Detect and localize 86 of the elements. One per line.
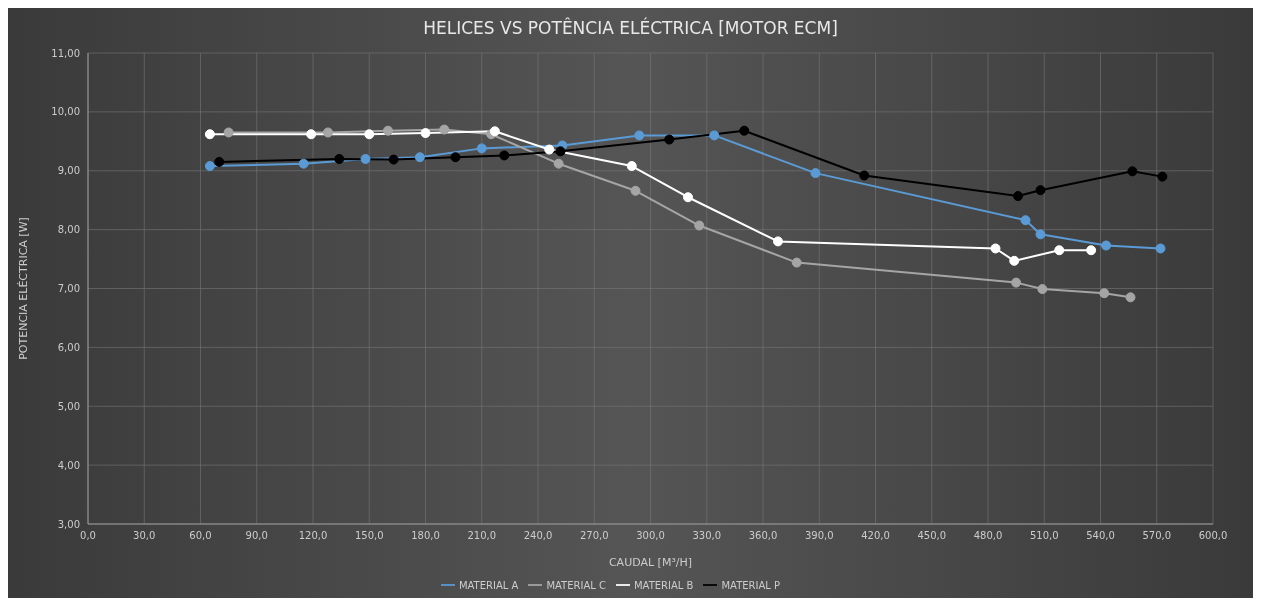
y-tick-label: 3,00 xyxy=(57,518,80,530)
point xyxy=(1054,245,1065,256)
point xyxy=(1086,245,1097,256)
x-tick-label: 450,0 xyxy=(917,530,947,542)
point xyxy=(364,129,375,140)
x-tick-label: 240,0 xyxy=(523,530,553,542)
x-tick-label: 510,0 xyxy=(1029,530,1059,542)
point xyxy=(1127,166,1138,177)
point xyxy=(1101,240,1112,251)
legend-label: MATERIAL A xyxy=(458,580,519,591)
legend-label: MATERIAL P xyxy=(721,580,781,591)
legend-label: MATERIAL C xyxy=(546,580,606,591)
point xyxy=(709,130,720,141)
point xyxy=(414,152,425,163)
y-tick-label: 8,00 xyxy=(57,224,80,236)
y-axis-title: POTENCIA ELÉCTRICA [W] xyxy=(16,217,30,360)
point xyxy=(1099,288,1110,299)
point xyxy=(1020,215,1031,226)
point xyxy=(859,170,870,181)
point xyxy=(323,127,333,138)
x-tick-label: 300,0 xyxy=(636,530,665,542)
point xyxy=(664,134,675,145)
x-tick-label: 480,0 xyxy=(973,530,1003,542)
y-tick-label: 4,00 xyxy=(57,459,80,471)
x-axis-title: CAUDAL [M³/H] xyxy=(608,556,693,569)
point xyxy=(773,236,783,247)
x-tick-label: 30,0 xyxy=(133,530,156,542)
point xyxy=(1035,229,1046,240)
x-tick-label: 420,0 xyxy=(861,530,890,542)
point xyxy=(553,158,564,169)
point xyxy=(499,150,510,161)
x-tick-label: 390,0 xyxy=(804,530,834,542)
point xyxy=(334,153,345,164)
point xyxy=(1157,171,1168,182)
x-tick-label: 360,0 xyxy=(748,530,778,542)
point xyxy=(694,220,705,231)
point xyxy=(204,161,215,172)
y-tick-label: 9,00 xyxy=(57,165,80,177)
y-tick-label: 5,00 xyxy=(57,400,80,412)
point xyxy=(1037,284,1048,295)
y-tick-label: 7,00 xyxy=(57,283,80,295)
point xyxy=(298,158,309,169)
x-tick-label: 270,0 xyxy=(579,530,609,542)
x-tick-label: 120,0 xyxy=(298,530,328,542)
point xyxy=(791,257,802,268)
point xyxy=(1035,185,1046,196)
point xyxy=(634,130,645,141)
point xyxy=(1125,292,1136,303)
point xyxy=(739,125,750,136)
point xyxy=(990,243,1001,254)
point xyxy=(555,146,566,157)
point xyxy=(626,161,637,172)
y-tick-label: 10,00 xyxy=(51,106,80,118)
x-tick-label: 540,0 xyxy=(1086,530,1115,542)
chart-title: HELICES VS POTÊNCIA ELÉCTRICA [MOTOR ECM] xyxy=(422,16,839,40)
legend-label: MATERIAL B xyxy=(633,580,694,591)
point xyxy=(476,143,487,154)
point xyxy=(1011,277,1022,288)
point xyxy=(683,192,693,203)
x-tick-label: 0,0 xyxy=(80,530,96,542)
point xyxy=(810,168,821,179)
x-tick-label: 180,0 xyxy=(411,530,440,542)
point xyxy=(1013,191,1023,202)
point xyxy=(1155,243,1166,254)
y-tick-label: 6,00 xyxy=(57,341,80,353)
point xyxy=(544,144,555,155)
point xyxy=(204,129,215,140)
x-tick-label: 600,0 xyxy=(1198,530,1228,542)
point xyxy=(223,127,234,138)
point xyxy=(420,128,431,139)
point xyxy=(214,156,225,167)
point xyxy=(383,125,393,136)
y-tick-label: 11,00 xyxy=(51,47,80,59)
point xyxy=(630,185,641,196)
x-tick-label: 60,0 xyxy=(189,530,212,542)
point xyxy=(360,153,371,164)
point xyxy=(306,129,317,140)
point xyxy=(439,124,450,135)
point xyxy=(1009,255,1020,266)
x-tick-label: 90,0 xyxy=(245,530,268,542)
point xyxy=(388,154,399,165)
x-tick-label: 330,0 xyxy=(692,530,722,542)
x-tick-label: 570,0 xyxy=(1142,530,1172,542)
x-tick-label: 150,0 xyxy=(354,530,384,542)
point xyxy=(450,152,461,163)
x-tick-label: 210,0 xyxy=(467,530,497,542)
